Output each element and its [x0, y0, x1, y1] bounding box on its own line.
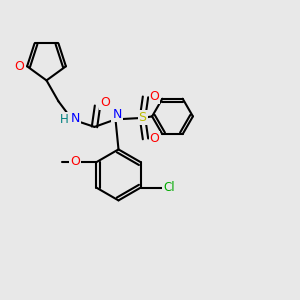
Text: N: N: [71, 112, 80, 125]
Text: O: O: [100, 96, 110, 110]
Text: O: O: [150, 132, 159, 146]
Text: H: H: [60, 113, 69, 126]
Text: O: O: [150, 90, 159, 104]
Text: N: N: [112, 107, 122, 121]
Text: Cl: Cl: [163, 181, 175, 194]
Text: S: S: [139, 111, 146, 124]
Text: O: O: [15, 60, 25, 73]
Text: O: O: [70, 155, 80, 168]
